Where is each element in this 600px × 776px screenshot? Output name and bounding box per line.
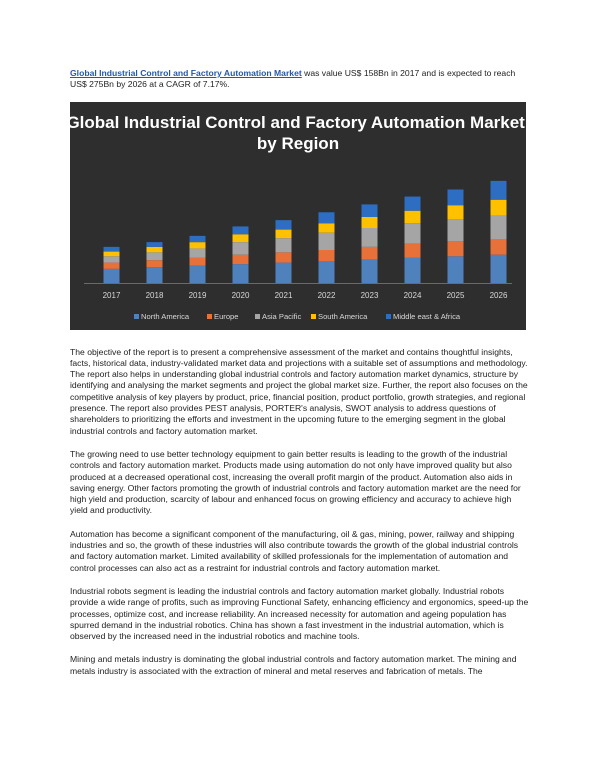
legend-label-4: Middle east & Africa <box>393 312 461 321</box>
legend-swatch-2 <box>255 313 260 319</box>
bar-2022-series-3 <box>318 222 335 233</box>
x-tick-label: 2019 <box>189 291 207 300</box>
bar-2025-series-0 <box>447 255 464 283</box>
bar-2026-series-4 <box>490 180 507 200</box>
intro-text: was value US$ 158Bn in 2017 and is expec… <box>70 68 516 90</box>
intro-paragraph: Global Industrial Control and Factory Au… <box>70 68 530 91</box>
bar-2018-series-2 <box>146 251 163 260</box>
bar-2023-series-1 <box>361 246 378 260</box>
bar-2026-series-1 <box>490 238 507 255</box>
paragraph-objective: The objective of the report is to presen… <box>70 346 528 436</box>
bar-2023-series-2 <box>361 227 378 247</box>
bar-2022-series-2 <box>318 232 335 250</box>
bar-2018-series-0 <box>146 266 163 283</box>
bar-2021-series-4 <box>275 219 292 230</box>
x-tick-label: 2021 <box>275 291 293 300</box>
bar-2017-series-0 <box>103 268 120 283</box>
legend-swatch-3 <box>311 313 316 319</box>
bar-2021-series-3 <box>275 229 292 238</box>
bar-2024-series-2 <box>404 222 421 244</box>
bar-2021-series-1 <box>275 251 292 263</box>
legend-label-0: North America <box>141 312 190 321</box>
x-tick-label: 2018 <box>146 291 164 300</box>
bar-2023-series-4 <box>361 204 378 217</box>
bar-2024-series-3 <box>404 210 421 223</box>
legend-swatch-0 <box>134 313 139 319</box>
bar-2020-series-1 <box>232 254 249 264</box>
bar-2017-series-2 <box>103 255 120 263</box>
bar-2023-series-3 <box>361 216 378 228</box>
legend-swatch-4 <box>386 313 391 319</box>
bar-2019-series-2 <box>189 248 206 258</box>
bar-2026-series-0 <box>490 254 507 283</box>
paragraph-growth-drivers: The growing need to use better technolog… <box>70 448 521 516</box>
chart-title: Global Industrial Control and Factory Au… <box>70 113 526 153</box>
bar-2018-series-3 <box>146 246 163 252</box>
x-tick-label: 2023 <box>361 291 379 300</box>
regional-market-chart: Global Industrial Control and Factory Au… <box>70 101 526 330</box>
x-tick-label: 2022 <box>318 291 336 300</box>
bar-2024-series-4 <box>404 196 421 211</box>
x-tick-label: 2020 <box>232 291 250 300</box>
bar-2020-series-0 <box>232 263 249 283</box>
bar-2018-series-1 <box>146 259 163 267</box>
bar-2024-series-1 <box>404 243 421 258</box>
bar-2025-series-4 <box>447 189 464 205</box>
legend-label-2: Asia Pacific <box>262 312 301 321</box>
bar-2017-series-4 <box>103 246 120 252</box>
bar-2020-series-4 <box>232 226 249 234</box>
document-page: Global Industrial Control and Factory Au… <box>70 68 530 689</box>
x-tick-label: 2025 <box>447 291 465 300</box>
bar-2023-series-0 <box>361 259 378 283</box>
bar-2019-series-0 <box>189 265 206 283</box>
paragraph-industry-adoption: Automation has become a significant comp… <box>70 528 519 573</box>
x-tick-label: 2017 <box>103 291 121 300</box>
paragraph-industrial-robots: Industrial robots segment is leading the… <box>70 585 529 642</box>
bar-2020-series-3 <box>232 233 249 242</box>
bar-2026-series-3 <box>490 199 507 216</box>
bar-2025-series-1 <box>447 240 464 256</box>
bar-2019-series-4 <box>189 235 206 242</box>
bar-2017-series-1 <box>103 262 120 269</box>
bar-2022-series-0 <box>318 260 335 283</box>
x-tick-label: 2024 <box>404 291 422 300</box>
paragraph-mining-metals: Mining and metals industry is dominating… <box>70 654 517 676</box>
bar-2022-series-1 <box>318 249 335 261</box>
legend-label-1: Europe <box>214 312 239 321</box>
legend-label-3: South America <box>318 312 368 321</box>
bar-2020-series-2 <box>232 241 249 255</box>
bar-2019-series-3 <box>189 241 206 249</box>
bar-2024-series-0 <box>404 257 421 283</box>
market-report-link[interactable]: Global Industrial Control and Factory Au… <box>70 68 302 78</box>
bar-2025-series-3 <box>447 204 464 219</box>
bar-2017-series-3 <box>103 251 120 256</box>
bar-2021-series-2 <box>275 237 292 252</box>
bar-2025-series-2 <box>447 218 464 241</box>
bar-2026-series-2 <box>490 215 507 239</box>
x-tick-label: 2026 <box>490 291 508 300</box>
bar-2022-series-4 <box>318 211 335 223</box>
bar-2019-series-1 <box>189 257 206 266</box>
bar-2018-series-4 <box>146 241 163 247</box>
bar-2021-series-0 <box>275 262 292 283</box>
legend-swatch-1 <box>207 313 212 319</box>
